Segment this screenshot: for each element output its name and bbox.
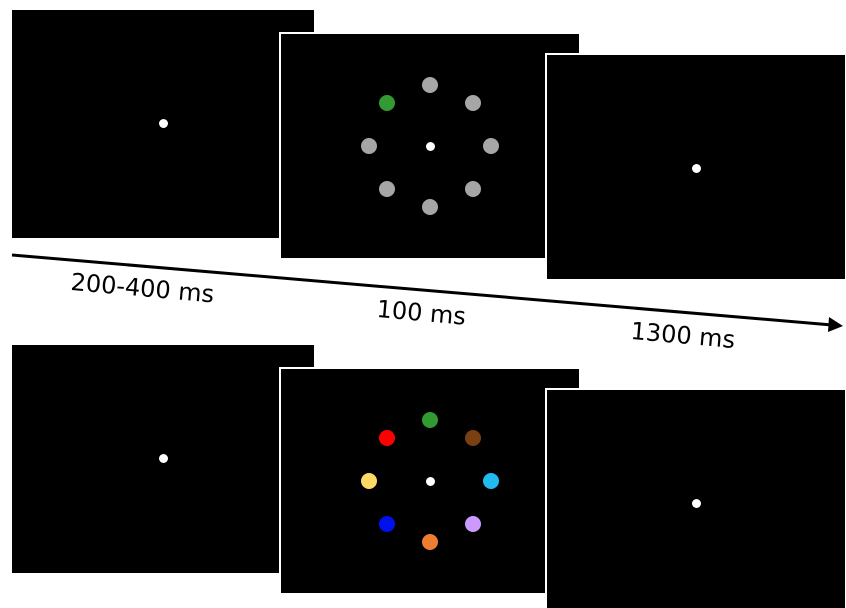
stimulus-item: [465, 429, 482, 446]
bottom-stimulus-array: [281, 369, 579, 593]
stimulus-item: [422, 412, 438, 428]
top-stimulus-array: [281, 34, 579, 258]
stimulus-item: [378, 516, 395, 533]
fixation-dot: [692, 164, 701, 173]
stimulus-item: [465, 181, 482, 198]
top-array-screen: [279, 32, 581, 260]
stimulus-item: [422, 534, 438, 550]
stimulus-item: [361, 473, 377, 489]
timeline-line: [11, 253, 833, 327]
stimulus-item: [422, 77, 438, 93]
stimulus-item: [465, 94, 482, 111]
bottom-array-screen: [279, 367, 581, 595]
stimulus-item: [378, 429, 395, 446]
stimulus-item: [361, 138, 377, 154]
stimulus-item: [483, 138, 499, 154]
bottom-fixation-screen: [12, 345, 314, 573]
top-fixation-screen: [12, 10, 314, 238]
stimulus-item: [378, 181, 395, 198]
stimulus-item: [483, 473, 499, 489]
fixation-dot: [159, 119, 168, 128]
fixation-dot: [426, 477, 435, 486]
stimulus-item: [465, 516, 482, 533]
fixation-dot: [426, 142, 435, 151]
bottom-delay-screen: [545, 388, 846, 608]
fixation-dot: [159, 454, 168, 463]
fixation-dot: [692, 499, 701, 508]
stimulus-item: [422, 199, 438, 215]
timeline-arrowhead: [828, 317, 843, 332]
top-delay-screen: [545, 53, 846, 281]
stimulus-item: [378, 94, 395, 111]
